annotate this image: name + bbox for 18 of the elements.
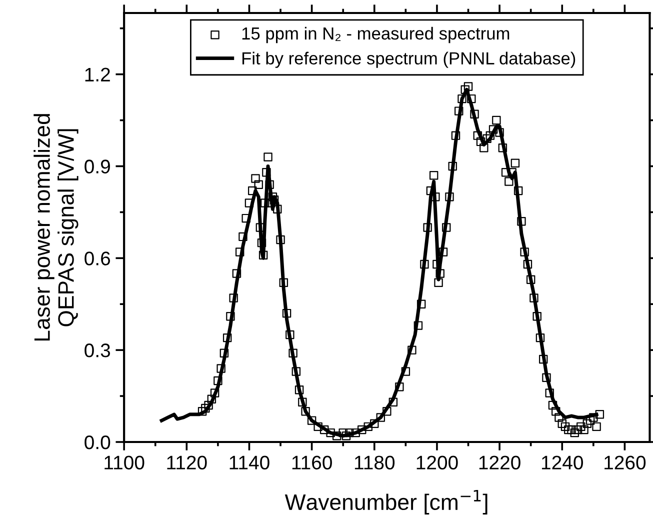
legend-label: Fit by reference spectrum (PNNL database)	[242, 52, 576, 68]
x-tick-label: 1180	[354, 456, 395, 470]
x-axis-title: Wavenumber [cm$^{−1}$]	[284, 490, 488, 514]
x-tick-label: 1100	[104, 456, 144, 470]
y-tick-label: 0.0	[84, 435, 110, 450]
x-tick-label: 1160	[292, 456, 332, 470]
x-tick-label: 1260	[604, 456, 646, 470]
x-tick-label: 1220	[479, 456, 520, 470]
y-tick-label: 0.6	[84, 252, 110, 266]
x-tick-label: 1120	[167, 456, 207, 470]
x-tick-label: 1140	[230, 456, 270, 470]
y-tick-label: 1.2	[85, 68, 110, 82]
y-tick-label: 0.9	[84, 160, 110, 174]
x-tick-label: 1240	[542, 456, 583, 470]
y-tick-label: 0.3	[84, 344, 110, 358]
legend-label: 15 ppm in N₂ - measured spectrum	[242, 26, 510, 44]
y-axis-title: Laser power nomalized QEPAS signal [V/W]	[34, 114, 78, 341]
x-tick-label: 1200	[416, 456, 458, 470]
